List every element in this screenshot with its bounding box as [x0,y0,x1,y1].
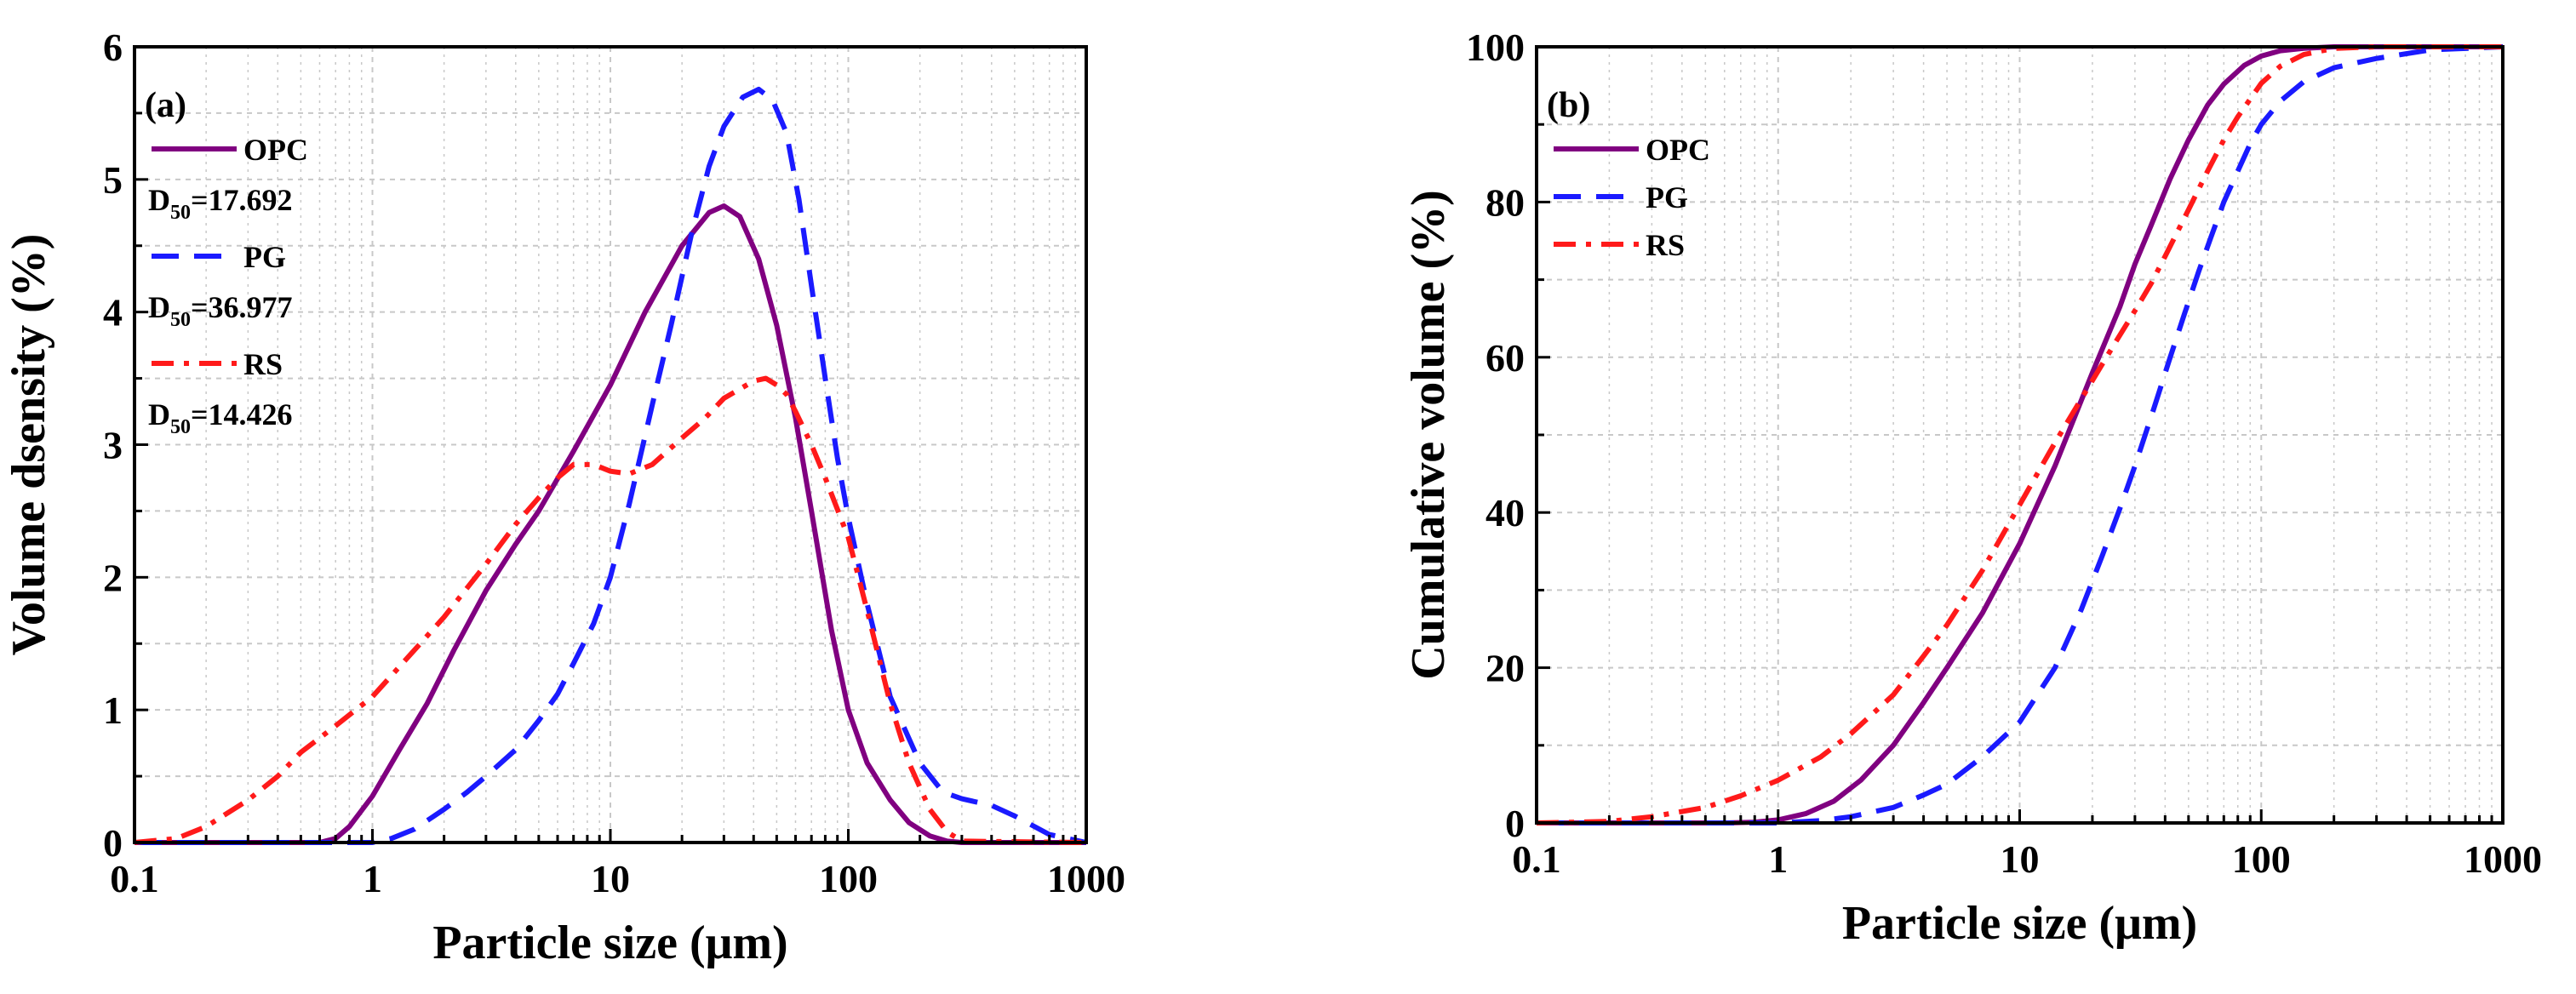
panel-b-legend: OPC PG RS [1554,133,1710,262]
panel-a-d50-opc: D50=17.692 [148,183,293,224]
panel-a-legend-label-opc: OPC [243,133,308,167]
panel-a-y-axis-title: Volume dsensity (%) [3,234,55,656]
panel-b-y-tick-label: 60 [1485,336,1525,380]
panel-b-panel-label: (b) [1547,86,1590,125]
panel-b-y-tick-label: 80 [1485,180,1525,224]
panel-a-d50-rs: D50=14.426 [148,397,293,438]
panel-b-x-tick-label: 10 [2001,837,2040,881]
panel-a-y-tick-label: 2 [103,556,123,599]
panel-a-series-rs [134,375,1087,845]
panel-a-x-tick-label: 100 [819,857,878,900]
panel-b-chart: 0.1 1 10 100 1000 0 20 40 60 80 100 Particle size (… [1402,26,2542,950]
panel-a-d50-pg: D50=36.977 [148,290,293,331]
panel-b-series-rs [1536,44,2503,825]
panel-a-panel-label: (a) [145,86,186,125]
panel-b-legend-label-pg: PG [1646,180,1688,214]
panel-b-grid [1537,47,2503,823]
panel-a-x-tick-label: 1000 [1047,857,1125,900]
panel-b-x-tick-label: 1000 [2464,837,2542,881]
panel-a-x-tick-label: 1 [363,857,382,900]
panel-b-x-axis-title: Particle size (μm) [1842,897,2197,950]
panel-b-y-axis-title: Cumulative volume (%) [1402,190,1455,680]
panel-a-y-tick-label: 0 [103,821,123,865]
panel-a-legend: OPC D50=17.692 PG D50=36.977 RS D50=14.426 [148,133,308,438]
panel-a-chart: 0.1 1 10 100 1000 0 1 2 3 4 5 6 Particle size (μm) Vo… [3,26,1125,969]
panel-b-x-tick-label: 1 [1768,837,1788,881]
panel-a-grid [135,47,1086,843]
panel-a-x-tick-label: 10 [591,857,630,900]
panel-a-legend-label-rs: RS [243,347,283,381]
panel-b-x-tick-label: 0.1 [1512,837,1561,881]
panel-a-y-tick-label: 1 [103,688,123,732]
panel-b-x-tick-label: 100 [2232,837,2291,881]
panel-a-legend-label-pg: PG [243,240,286,274]
panel-b-legend-label-opc: OPC [1646,133,1710,167]
panel-a-series-pg [135,86,1087,845]
panel-b-series-opc [1537,44,2503,825]
panel-a-x-axis-title: Particle size (μm) [432,917,787,969]
panel-b-y-tick-label: 100 [1466,26,1525,69]
panel-a-y-tick-label: 4 [103,291,123,334]
panel-a-y-tick-label: 3 [103,424,123,467]
panel-a-y-tick-label: 6 [103,26,123,69]
panel-b-y-tick-label: 0 [1505,802,1525,845]
panel-a-y-tick-label: 5 [103,158,123,202]
panel-b-y-tick-label: 40 [1485,491,1525,534]
panel-a-series-opc [135,203,1086,845]
panel-a-x-tick-label: 0.1 [110,857,159,900]
panel-b-y-tick-label: 20 [1485,647,1525,690]
panel-b-series-pg [1537,44,2504,825]
panel-b-legend-label-rs: RS [1646,228,1685,262]
